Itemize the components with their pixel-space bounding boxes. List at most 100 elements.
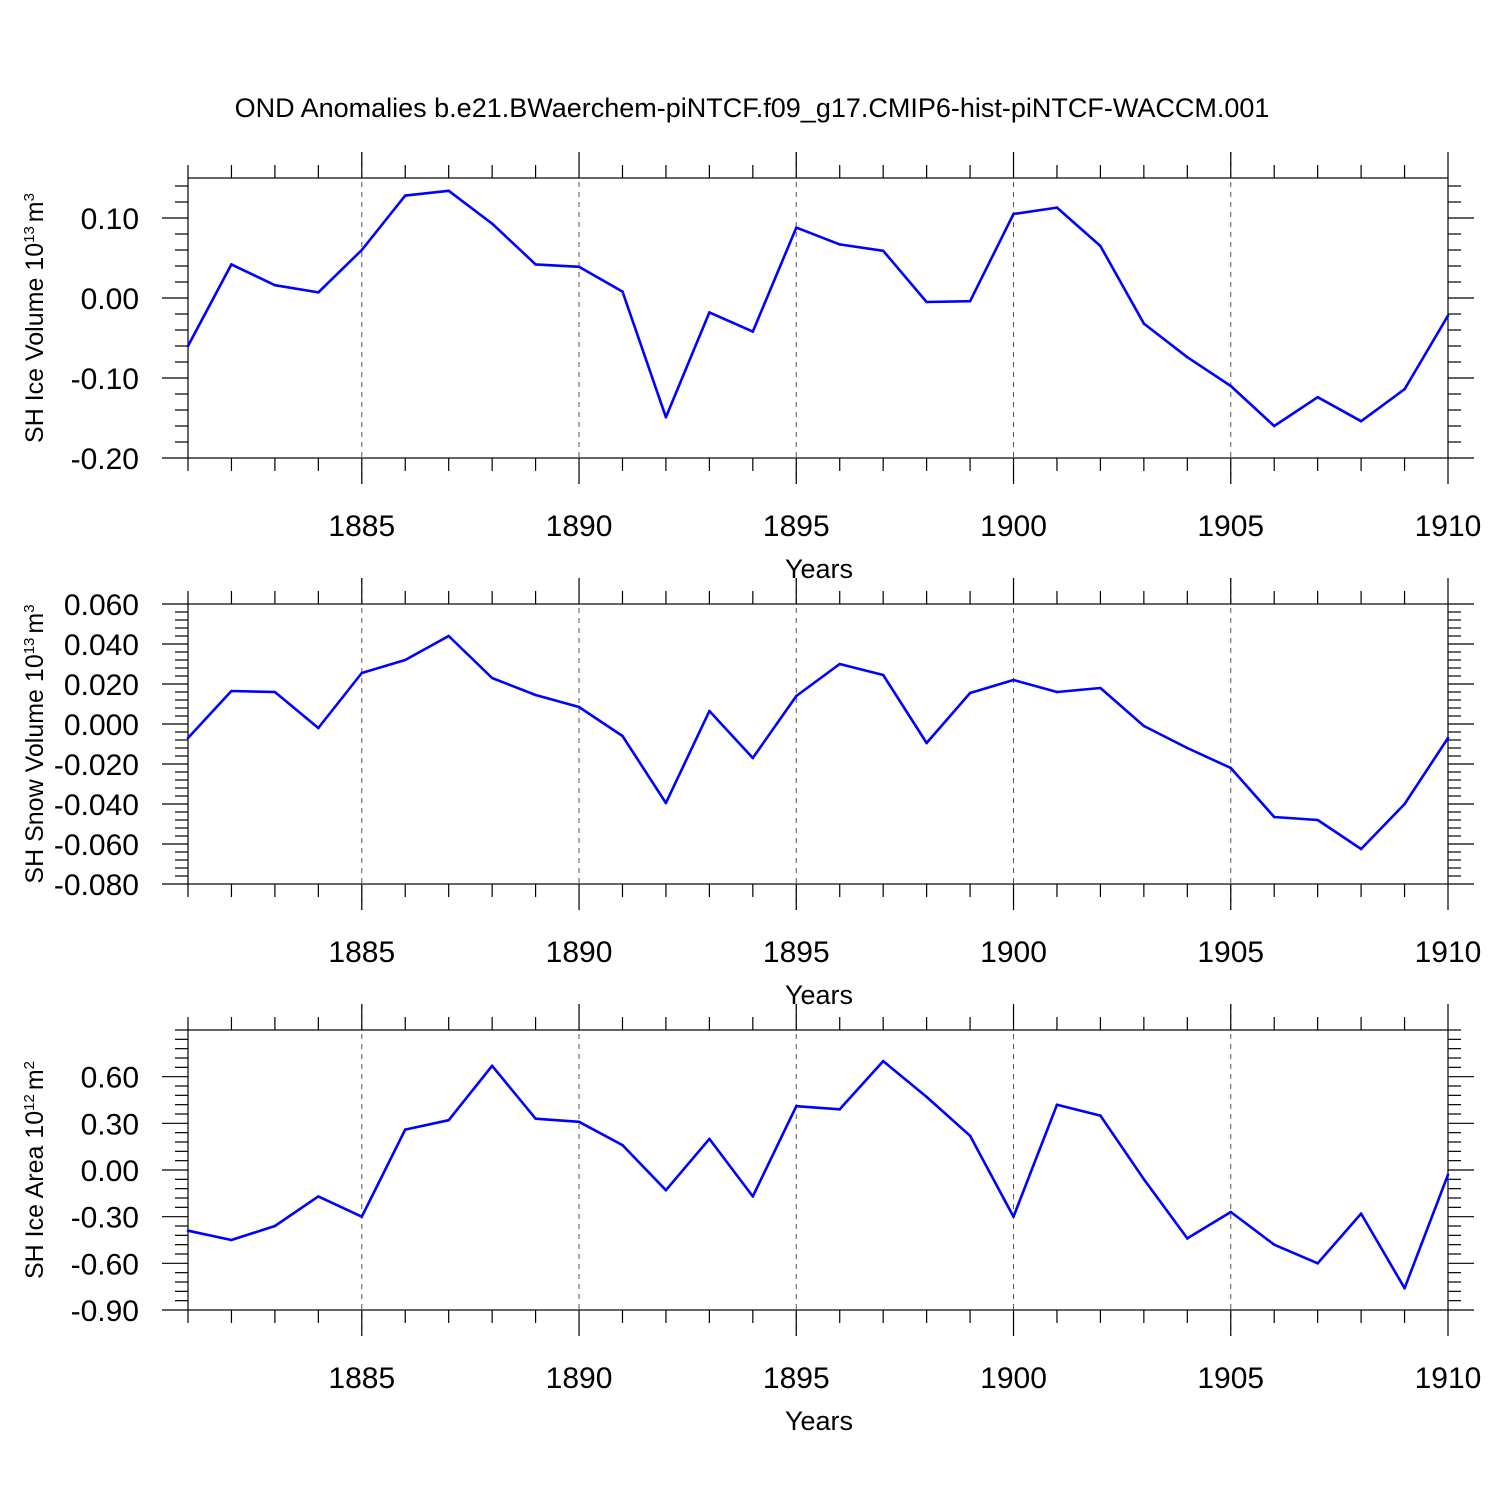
data-point (490, 222, 494, 225)
data-point (360, 1215, 364, 1218)
x-tick-label: 1910 (1415, 1362, 1482, 1395)
data-point (1055, 1103, 1059, 1106)
x-tick-label: 1885 (328, 1362, 395, 1395)
data-point (230, 263, 233, 266)
data-point (881, 1059, 885, 1063)
data-point (794, 694, 798, 698)
data-point (1099, 244, 1102, 248)
data-point (751, 756, 755, 760)
x-tick-label: 1900 (980, 936, 1047, 969)
data-point (534, 693, 537, 697)
panel-sh-ice-area: 1885 1890 1895 1900 1905 1910 Years -0.90 -0.60 -… (21, 1004, 1481, 1436)
x-tick-label: 1910 (1415, 510, 1482, 543)
data-point (317, 291, 320, 294)
y-tick-label: 0.30 (81, 1108, 139, 1141)
y-tick-label: -0.020 (54, 749, 139, 782)
data-point (230, 689, 233, 693)
series-line-sh-ice-volume (186, 189, 1450, 428)
data-point (317, 726, 320, 730)
data-point (317, 1195, 320, 1198)
data-point (360, 248, 364, 252)
data-point (1272, 1243, 1276, 1246)
data-point (881, 673, 885, 677)
x-tick-label: 1905 (1197, 936, 1264, 969)
data-point (273, 690, 277, 694)
y-axis-label-exponent: 13 (21, 226, 38, 243)
data-point (447, 634, 450, 638)
x-tick-label: 1890 (546, 936, 613, 969)
x-tick-label: 1900 (980, 1362, 1047, 1395)
data-point (1316, 818, 1319, 822)
data-point (664, 415, 668, 419)
y-axis-label-exponent: 12 (21, 1094, 38, 1111)
data-point (708, 709, 711, 713)
data-point (490, 1064, 494, 1068)
y-tick-label: 0.020 (64, 669, 139, 702)
y-axis-label-exponent: 13 (21, 638, 38, 655)
data-point (1272, 424, 1276, 428)
y-tick-label: 0.60 (81, 1062, 139, 1095)
y-axis-label: SH Ice Area 1012 m2 (21, 1061, 49, 1279)
data-point (403, 194, 407, 197)
data-point (1186, 355, 1189, 359)
data-point (838, 243, 842, 246)
series-line-sh-snow-volume (187, 634, 1450, 851)
data-point (273, 1224, 277, 1228)
data-point (1403, 1286, 1406, 1290)
data-point (968, 299, 972, 303)
y-tick-label: -0.60 (71, 1248, 139, 1281)
y-tick-label: -0.30 (71, 1202, 139, 1235)
x-axis-label: Years (785, 554, 853, 584)
x-tick-label: 1900 (980, 510, 1047, 543)
y-axis-label: SH Snow Volume 1013 m3 (21, 604, 49, 883)
panel-sh-snow-volume: 1885 1890 1895 1900 1905 1910 Years -0.080 -0.06… (21, 578, 1481, 1010)
data-point (708, 1137, 711, 1141)
data-point (621, 734, 624, 738)
data-point (925, 1095, 928, 1099)
data-point (1403, 802, 1406, 806)
data-point (1403, 387, 1406, 391)
data-point (838, 1108, 842, 1111)
data-point (1012, 1215, 1015, 1218)
data-point (1359, 847, 1363, 851)
data-point (273, 283, 277, 287)
x-tick-label: 1895 (763, 510, 830, 543)
y-axis-label-text: SH Ice Area 10 (21, 1111, 49, 1279)
data-point (403, 1128, 407, 1131)
x-tick-label: 1905 (1197, 1362, 1264, 1395)
data-point (1229, 1210, 1233, 1214)
data-point (838, 662, 842, 666)
data-point (490, 676, 494, 680)
data-point (751, 330, 755, 333)
y-axis-label-text: SH Ice Volume 10 (21, 243, 49, 443)
data-point (186, 1229, 190, 1232)
data-point (403, 658, 407, 662)
data-point (881, 249, 885, 253)
data-point (360, 671, 364, 675)
x-axis-label: Years (785, 980, 853, 1010)
data-point (621, 290, 624, 293)
x-tick-label: 1910 (1415, 936, 1482, 969)
data-point (1229, 766, 1233, 770)
data-point (1229, 384, 1233, 388)
data-point (1272, 815, 1276, 819)
data-point (1012, 212, 1015, 216)
y-axis-label-unit-exponent: 3 (21, 604, 38, 612)
data-point (577, 265, 581, 269)
data-point (1359, 419, 1363, 423)
x-tick-label: 1890 (546, 510, 613, 543)
x-axis-label: Years (785, 1406, 853, 1436)
data-point (534, 1117, 537, 1120)
data-point (1055, 206, 1059, 209)
y-tick-label: 0.000 (64, 709, 139, 742)
data-point (1186, 1237, 1189, 1240)
data-point (1142, 1178, 1146, 1181)
data-point (794, 226, 798, 229)
data-point (1099, 686, 1102, 690)
x-tick-label: 1895 (763, 1362, 830, 1395)
x-tick-label: 1890 (546, 1362, 613, 1395)
y-tick-label: 0.00 (81, 1155, 139, 1188)
y-axis-label-unit: m (21, 1069, 49, 1090)
data-point (925, 300, 928, 304)
